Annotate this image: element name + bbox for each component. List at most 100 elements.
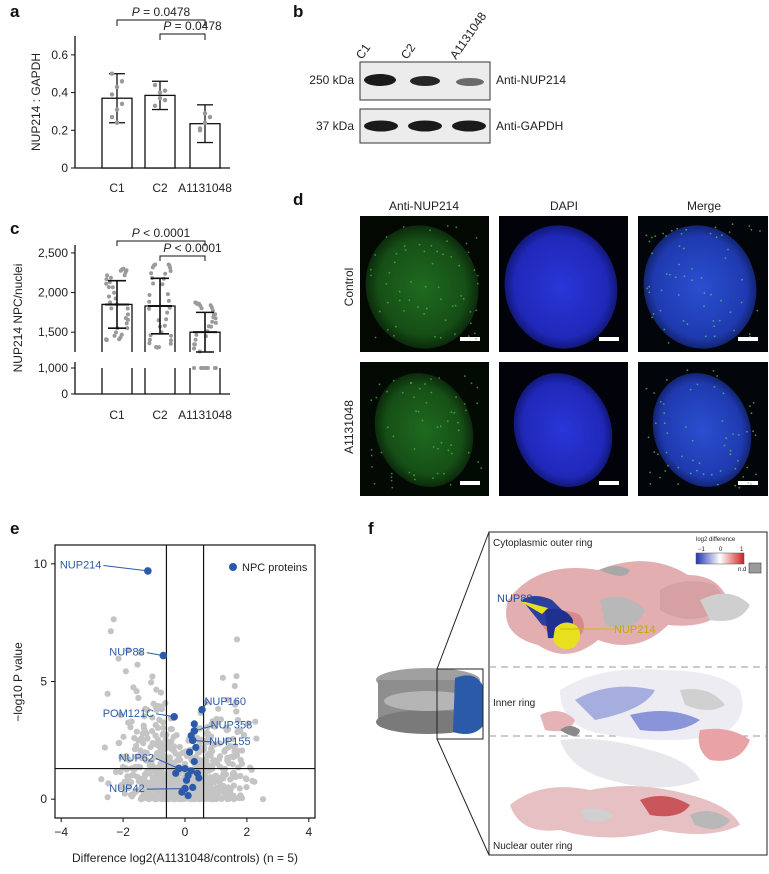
speckle: [678, 263, 680, 266]
speckle: [464, 409, 467, 412]
protein-point: [176, 743, 183, 751]
x-tick-label: 0: [182, 825, 189, 839]
y-tick-label: 1,000: [38, 361, 68, 375]
speckle: [453, 411, 456, 414]
protein-point: [203, 698, 210, 706]
speckle: [439, 336, 442, 339]
speckle: [395, 325, 397, 328]
speckle: [410, 281, 412, 283]
protein-point: [153, 686, 160, 693]
speckle: [737, 459, 739, 462]
speckle: [476, 402, 479, 405]
speckle: [746, 430, 748, 433]
protein-point: [133, 753, 141, 760]
speckle: [710, 473, 713, 476]
speckle: [724, 257, 727, 259]
speckle: [681, 455, 683, 458]
protein-point: [145, 770, 153, 777]
protein-point: [151, 767, 158, 775]
data-point: [213, 320, 218, 325]
data-point: [163, 271, 168, 276]
protein-point: [133, 742, 140, 750]
micro-col-merge: Merge: [687, 199, 721, 213]
blot-band-c2-gapdh: [408, 120, 442, 132]
speckle: [418, 243, 421, 246]
protein-point: [234, 747, 241, 754]
speckle: [475, 309, 478, 312]
protein-point: [141, 728, 149, 735]
x-tick-label: C2: [152, 408, 168, 422]
y-tick-label: 0.4: [51, 86, 68, 100]
speckle: [696, 383, 699, 386]
protein-point: [148, 758, 155, 765]
panel-label-e: e: [10, 519, 19, 538]
speckle: [703, 305, 705, 308]
speckle: [664, 470, 667, 472]
data-point: [106, 285, 111, 290]
speckle: [446, 420, 449, 423]
sig-bracket: [159, 33, 206, 40]
speckle: [738, 486, 741, 489]
data-point: [122, 273, 127, 278]
data-point: [149, 271, 154, 276]
speckle: [749, 335, 751, 338]
npc-point: [189, 783, 197, 792]
protein-point: [115, 740, 122, 747]
protein-point: [160, 719, 167, 726]
label-cytoplasmic-ring: Cytoplasmic outer ring: [493, 538, 592, 549]
speckle: [723, 444, 726, 447]
protein-point: [205, 762, 213, 770]
data-point: [150, 265, 155, 270]
protein-point: [134, 661, 141, 668]
protein-point: [208, 733, 215, 740]
speckle: [645, 387, 648, 390]
speckle: [374, 336, 377, 339]
blot-kda-250: 250 kDa: [309, 73, 354, 87]
protein-point: [209, 788, 216, 796]
data-point: [112, 290, 117, 295]
label-leader: [155, 758, 180, 770]
speckle: [653, 451, 656, 454]
speckle: [370, 399, 373, 402]
protein-point: [154, 750, 161, 757]
protein-point: [105, 780, 112, 787]
x-tick-label: −2: [116, 825, 130, 839]
data-point: [147, 306, 151, 311]
speckle: [417, 306, 419, 308]
speckle: [390, 476, 393, 479]
speckle: [424, 285, 427, 288]
bar-chart-a: 0 0.2 0.4 0.6 NUP214 : GAPDH C1 C2 A1131048 P = …: [29, 5, 232, 195]
y-tick-label: 5: [40, 675, 47, 689]
protein-point: [133, 728, 140, 735]
speckle: [648, 285, 651, 288]
npc-point-labeled: [181, 784, 189, 793]
data-point: [162, 97, 168, 103]
protein-point: [98, 776, 105, 783]
protein-point: [134, 773, 141, 780]
data-point: [152, 103, 158, 108]
speckle: [651, 316, 653, 319]
speckle: [678, 245, 681, 248]
protein-point: [135, 694, 142, 702]
data-point: [210, 319, 215, 324]
speckle: [378, 310, 381, 313]
protein-point: [233, 673, 240, 680]
speckle: [409, 382, 412, 385]
legend-label: NPC proteins: [242, 562, 308, 574]
protein-point: [159, 777, 167, 785]
speckle: [754, 434, 757, 436]
speckle: [473, 269, 476, 271]
speckle: [667, 464, 669, 467]
protein-point: [138, 796, 145, 803]
speckle: [713, 325, 715, 328]
data-point: [162, 323, 167, 328]
label-nuclear-ring: Nuclear outer ring: [493, 841, 572, 852]
y-tick-label: 0: [40, 792, 47, 806]
speckle: [647, 436, 650, 439]
protein-point: [219, 674, 226, 681]
speckle: [463, 403, 466, 405]
speckle: [710, 293, 712, 296]
npc-point: [195, 774, 203, 782]
speckle: [719, 470, 722, 472]
